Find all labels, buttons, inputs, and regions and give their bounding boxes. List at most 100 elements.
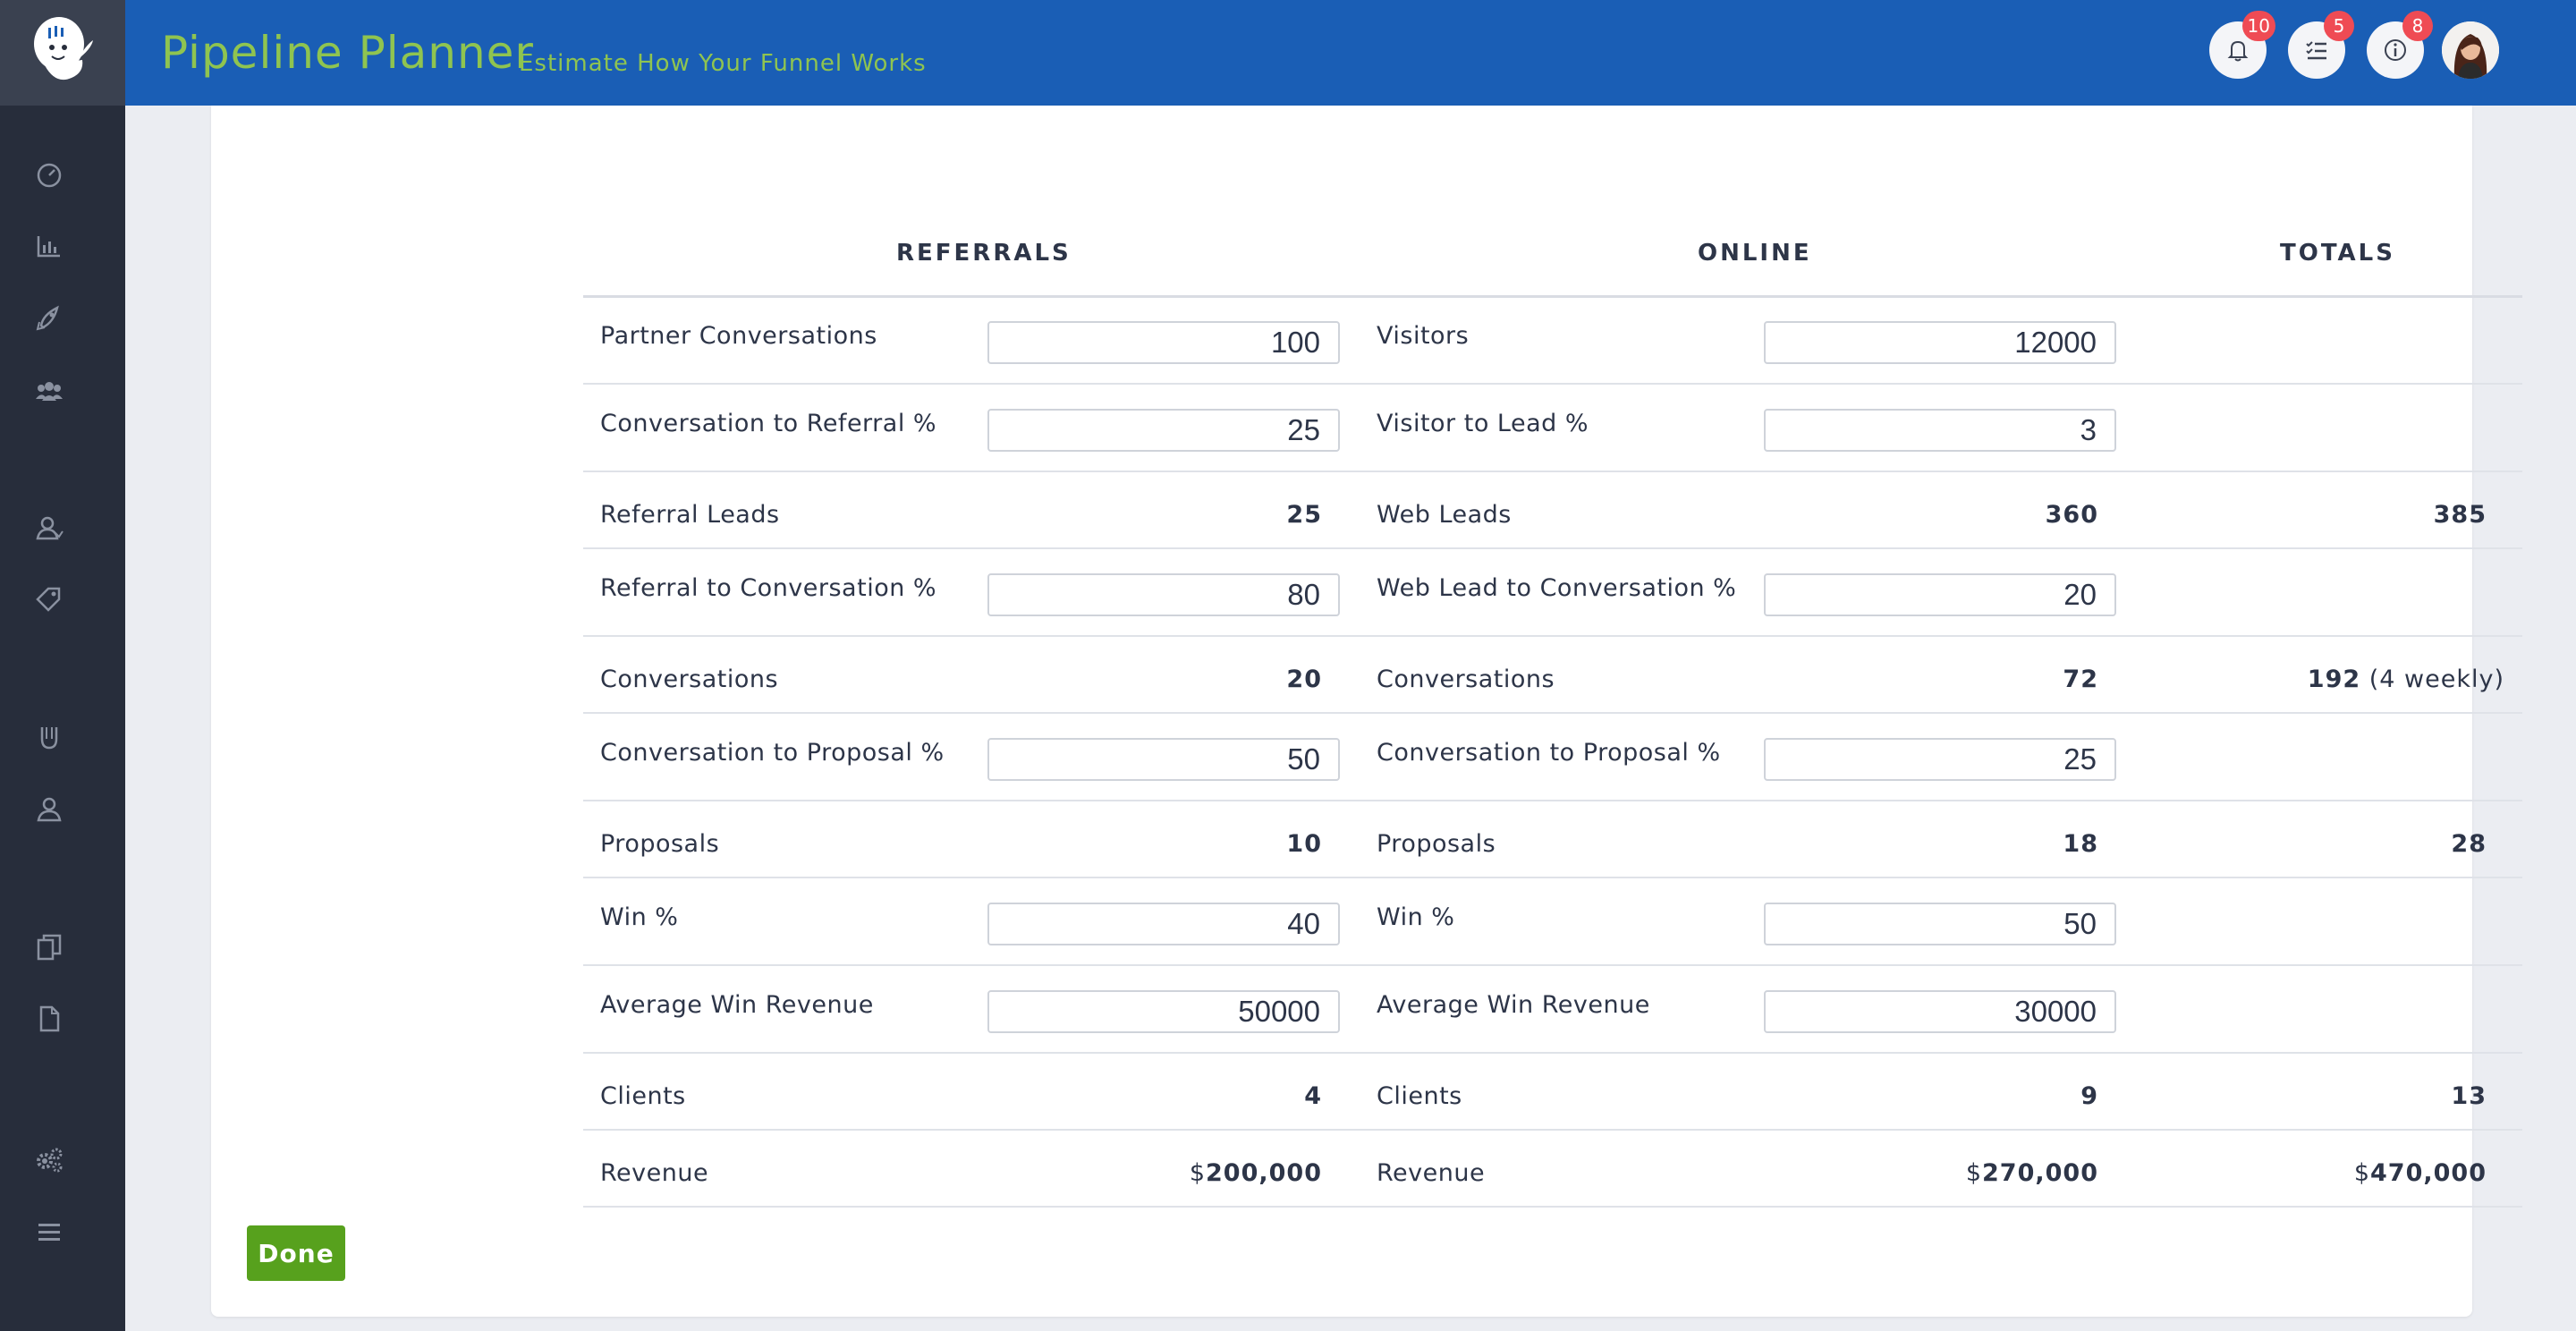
total-value: $470,000 xyxy=(2354,1159,2487,1187)
online-row-label: Web Lead to Conversation % xyxy=(1377,574,1737,602)
online-row-label: Clients xyxy=(1377,1082,1462,1110)
contact-icon[interactable] xyxy=(30,510,68,547)
table-row: Conversation to Referral % Visitor to Lea… xyxy=(583,385,2522,472)
dashboard-icon[interactable] xyxy=(30,156,68,193)
checklist-icon xyxy=(2306,41,2326,60)
total-value-number: 28 xyxy=(2451,830,2487,858)
mascot-logo-icon xyxy=(34,17,93,81)
online-row-label: Revenue xyxy=(1377,1159,1486,1187)
magnet-icon[interactable] xyxy=(30,719,68,757)
referral-row-label: Conversations xyxy=(600,666,779,693)
referral-row-label: Revenue xyxy=(600,1159,709,1187)
referral-value-input[interactable] xyxy=(987,409,1340,452)
tasks-badge: 5 xyxy=(2324,11,2354,41)
table-row: Proposals 10 Proposals 18 28 xyxy=(583,801,2522,878)
users-icon[interactable] xyxy=(30,372,68,410)
online-row-label: Visitor to Lead % xyxy=(1377,410,1589,437)
online-value: 72 xyxy=(2063,666,2098,693)
sidebar xyxy=(0,0,125,1331)
referral-value-input[interactable] xyxy=(987,990,1340,1033)
online-row-label: Visitors xyxy=(1377,322,1470,350)
online-value-number: 270,000 xyxy=(1982,1159,2098,1187)
table-row: Win % Win % xyxy=(583,878,2522,966)
table-row: Conversation to Proposal % Conversation t… xyxy=(583,714,2522,801)
referral-value: 25 xyxy=(1286,501,1322,529)
referrals-header: REFERRALS xyxy=(896,240,1072,267)
tag-icon[interactable] xyxy=(30,581,68,619)
tasks-button[interactable]: 5 xyxy=(2288,11,2354,79)
notifications-button[interactable]: 10 xyxy=(2209,11,2275,79)
online-value-input[interactable] xyxy=(1764,990,2116,1033)
online-row-label: Win % xyxy=(1377,903,1455,931)
referral-value-input[interactable] xyxy=(987,903,1340,945)
weekly-note: (4 weekly) xyxy=(2360,666,2504,693)
total-value: 192 (4 weekly) xyxy=(2308,666,2504,693)
referral-value: 20 xyxy=(1286,666,1322,693)
table-row: Average Win Revenue Average Win Revenue xyxy=(583,966,2522,1054)
info-button[interactable]: 8 xyxy=(2367,11,2433,79)
referral-value: 10 xyxy=(1286,830,1322,858)
referral-value-number: 25 xyxy=(1286,501,1322,529)
online-value-input[interactable] xyxy=(1764,738,2116,781)
bar-chart-icon[interactable] xyxy=(30,227,68,265)
referral-row-label: Proposals xyxy=(600,830,720,858)
referral-row-label: Conversation to Proposal % xyxy=(600,739,945,767)
referral-row-label: Referral Leads xyxy=(600,501,780,529)
online-value: 18 xyxy=(2063,830,2098,858)
total-value: 28 xyxy=(2451,830,2487,858)
online-value: 360 xyxy=(2046,501,2098,529)
user-avatar[interactable] xyxy=(2442,21,2499,79)
referral-value: $200,000 xyxy=(1190,1159,1322,1187)
referral-value-input[interactable] xyxy=(987,573,1340,616)
referral-value: 4 xyxy=(1304,1082,1322,1110)
online-value-number: 9 xyxy=(2080,1082,2098,1110)
online-value-input[interactable] xyxy=(1764,903,2116,945)
total-value: 385 xyxy=(2434,501,2487,529)
referral-row-label: Referral to Conversation % xyxy=(600,574,937,602)
settings-icon[interactable] xyxy=(30,1141,68,1179)
table-row: Partner Conversations Visitors xyxy=(583,297,2522,385)
document-icon[interactable] xyxy=(30,1000,68,1038)
app-subtitle: Estimate How Your Funnel Works xyxy=(519,50,927,77)
online-value: 9 xyxy=(2080,1082,2098,1110)
table-row: Revenue $200,000 Revenue $270,000 $470,000 xyxy=(583,1131,2522,1208)
total-value-number: 385 xyxy=(2433,501,2487,529)
referral-value-input[interactable] xyxy=(987,321,1340,364)
referral-row-label: Conversation to Referral % xyxy=(600,410,937,437)
table-header-divider xyxy=(583,295,2522,298)
done-button[interactable]: Done xyxy=(247,1225,345,1281)
online-row-label: Average Win Revenue xyxy=(1377,991,1650,1019)
total-value-number: 13 xyxy=(2451,1082,2487,1110)
app-title: Pipeline Planner xyxy=(161,27,534,79)
referral-row-label: Average Win Revenue xyxy=(600,991,874,1019)
referral-value-number: 10 xyxy=(1286,830,1322,858)
notifications-badge: 10 xyxy=(2241,11,2275,41)
currency-symbol: $ xyxy=(1965,1159,1983,1187)
online-value-input[interactable] xyxy=(1764,573,2116,616)
online-row-label: Web Leads xyxy=(1377,501,1512,529)
bell-icon xyxy=(2227,40,2249,62)
referral-value-number: 4 xyxy=(1304,1082,1322,1110)
online-value-number: 360 xyxy=(2045,501,2098,529)
app-logo[interactable] xyxy=(0,0,125,106)
referral-value-input[interactable] xyxy=(987,738,1340,781)
user-icon[interactable] xyxy=(30,791,68,828)
referral-value-number: 200,000 xyxy=(1206,1159,1322,1187)
pipeline-card: REFERRALS ONLINE TOTALS Partner Conversa… xyxy=(211,106,2522,1317)
rocket-icon[interactable] xyxy=(30,299,68,336)
online-value-number: 72 xyxy=(2063,666,2098,693)
online-value-input[interactable] xyxy=(1764,409,2116,452)
table-row: Referral Leads 25 Web Leads 360 385 xyxy=(583,472,2522,549)
online-row-label: Conversation to Proposal % xyxy=(1377,739,1721,767)
online-value-input[interactable] xyxy=(1764,321,2116,364)
top-header: Pipeline Planner Estimate How Your Funne… xyxy=(125,0,2576,106)
online-value-number: 18 xyxy=(2063,830,2098,858)
documents-icon[interactable] xyxy=(30,928,68,966)
online-value: $270,000 xyxy=(1966,1159,2098,1187)
total-value-number: 192 xyxy=(2307,666,2361,693)
table-row: Referral to Conversation % Web Lead to Co… xyxy=(583,549,2522,637)
menu-icon[interactable] xyxy=(30,1213,68,1250)
referral-row-label: Clients xyxy=(600,1082,686,1110)
online-row-label: Proposals xyxy=(1377,830,1496,858)
table-row: Clients 4 Clients 9 13 xyxy=(583,1054,2522,1131)
